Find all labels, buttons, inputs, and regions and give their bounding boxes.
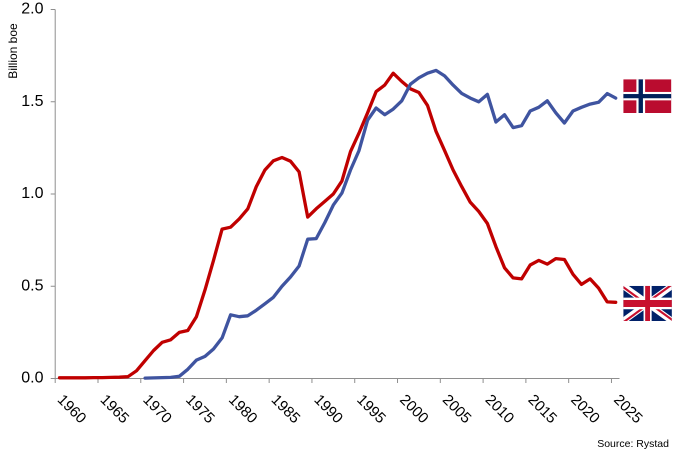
svg-text:Source: Rystad: Source: Rystad	[597, 438, 669, 450]
svg-text:0.5: 0.5	[21, 277, 43, 294]
svg-text:0.0: 0.0	[21, 370, 43, 387]
svg-text:1.5: 1.5	[21, 93, 43, 110]
svg-text:2.0: 2.0	[21, 1, 43, 18]
svg-text:Billion boe: Billion boe	[6, 23, 20, 79]
svg-text:1.0: 1.0	[21, 185, 43, 202]
